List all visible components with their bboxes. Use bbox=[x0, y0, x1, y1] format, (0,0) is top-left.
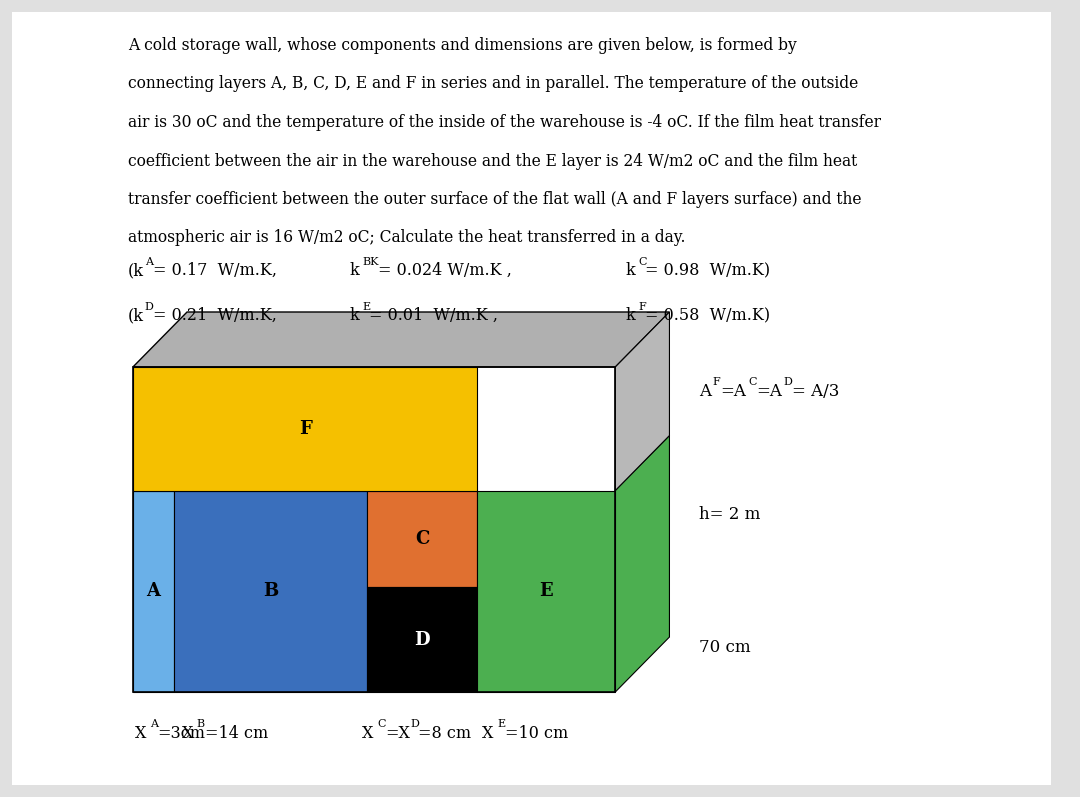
Bar bbox=[133, 490, 174, 692]
Text: F: F bbox=[713, 377, 720, 387]
Text: = 0.024 W/m.K ,: = 0.024 W/m.K , bbox=[378, 262, 512, 279]
Text: (k: (k bbox=[129, 262, 144, 279]
Text: = 0.01  W/m.K ,: = 0.01 W/m.K , bbox=[369, 307, 498, 324]
Text: A: A bbox=[147, 583, 161, 600]
Text: B: B bbox=[264, 583, 279, 600]
Text: E: E bbox=[497, 719, 505, 729]
Text: 70 cm: 70 cm bbox=[699, 639, 751, 656]
Text: k: k bbox=[350, 262, 360, 279]
Bar bbox=[174, 490, 367, 692]
Text: atmospheric air is 16 W/m2 oC; Calculate the heat transferred in a day.: atmospheric air is 16 W/m2 oC; Calculate… bbox=[129, 230, 686, 246]
Text: =8 cm: =8 cm bbox=[418, 725, 472, 742]
Text: =3cm: =3cm bbox=[158, 725, 205, 742]
Text: D: D bbox=[784, 377, 793, 387]
Text: BK: BK bbox=[362, 257, 379, 267]
Text: = 0.58  W/m.K): = 0.58 W/m.K) bbox=[645, 307, 770, 324]
Text: C: C bbox=[415, 530, 430, 548]
Text: A cold storage wall, whose components and dimensions are given below, is formed : A cold storage wall, whose components an… bbox=[129, 37, 797, 54]
Polygon shape bbox=[133, 312, 670, 367]
Text: X: X bbox=[183, 725, 193, 742]
Polygon shape bbox=[616, 312, 670, 490]
Text: =X: =X bbox=[384, 725, 409, 742]
Text: F: F bbox=[299, 420, 312, 438]
Text: X: X bbox=[135, 725, 146, 742]
Text: C: C bbox=[377, 719, 386, 729]
Text: k: k bbox=[625, 307, 635, 324]
Text: connecting layers A, B, C, D, E and F in series and in parallel. The temperature: connecting layers A, B, C, D, E and F in… bbox=[129, 76, 859, 92]
Text: =A: =A bbox=[756, 383, 782, 401]
Text: B: B bbox=[197, 719, 205, 729]
Text: E: E bbox=[362, 302, 370, 312]
Bar bbox=[477, 490, 616, 692]
Text: X: X bbox=[362, 725, 374, 742]
Bar bbox=[133, 367, 616, 692]
Text: transfer coefficient between the outer surface of the flat wall (A and F layers : transfer coefficient between the outer s… bbox=[129, 191, 862, 208]
Text: D: D bbox=[410, 719, 419, 729]
Text: (k: (k bbox=[129, 307, 144, 324]
Text: =10 cm: =10 cm bbox=[505, 725, 568, 742]
Text: A: A bbox=[145, 257, 152, 267]
Text: F: F bbox=[638, 302, 646, 312]
Text: =14 cm: =14 cm bbox=[205, 725, 268, 742]
Text: air is 30 oC and the temperature of the inside of the warehouse is -4 oC. If the: air is 30 oC and the temperature of the … bbox=[129, 114, 881, 131]
Text: D: D bbox=[145, 302, 153, 312]
Bar bbox=[367, 587, 477, 692]
Text: A: A bbox=[150, 719, 158, 729]
Text: E: E bbox=[540, 583, 553, 600]
Text: = 0.21  W/m.K,: = 0.21 W/m.K, bbox=[152, 307, 276, 324]
Text: =A: =A bbox=[720, 383, 746, 401]
Text: = A/3: = A/3 bbox=[792, 383, 839, 401]
Text: = 0.17  W/m.K,: = 0.17 W/m.K, bbox=[152, 262, 276, 279]
Text: X: X bbox=[483, 725, 494, 742]
Text: coefficient between the air in the warehouse and the E layer is 24 W/m2 oC and t: coefficient between the air in the wareh… bbox=[129, 152, 858, 170]
Bar bbox=[133, 367, 477, 490]
Text: = 0.98  W/m.K): = 0.98 W/m.K) bbox=[645, 262, 770, 279]
Bar bbox=[367, 490, 477, 587]
Text: k: k bbox=[350, 307, 360, 324]
Text: C: C bbox=[638, 257, 647, 267]
Text: h= 2 m: h= 2 m bbox=[699, 506, 760, 523]
Text: C: C bbox=[748, 377, 757, 387]
Text: A: A bbox=[699, 383, 711, 401]
Polygon shape bbox=[616, 435, 670, 692]
Text: D: D bbox=[415, 630, 430, 649]
Text: k: k bbox=[625, 262, 635, 279]
